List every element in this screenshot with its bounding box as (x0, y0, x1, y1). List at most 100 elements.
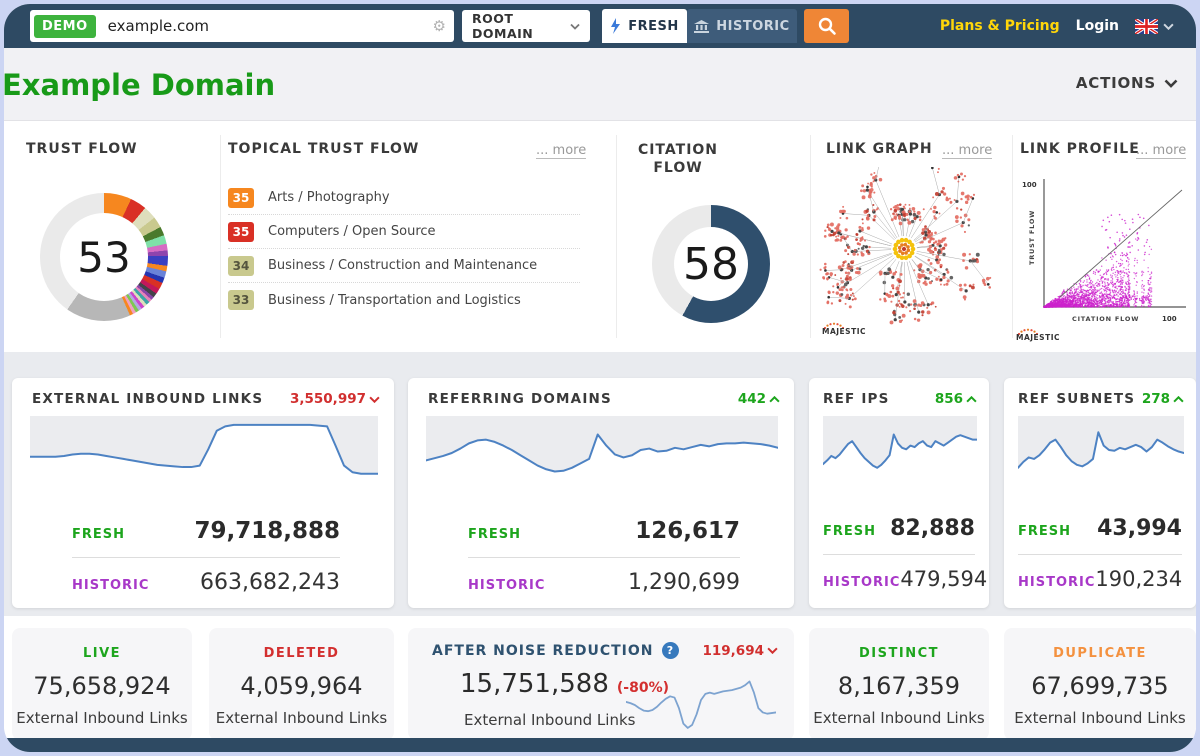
anr-percent: (-80%) (616, 680, 669, 696)
bank-icon (694, 19, 710, 33)
domain-search-field[interactable]: DEMO example.com ⚙ (30, 10, 454, 42)
tile-value: 8,167,359 (837, 672, 961, 700)
topic-score-badge: 35 (228, 187, 254, 208)
topical-more-link[interactable]: ... more (536, 143, 587, 159)
card-title: REF IPS (823, 391, 890, 407)
fresh-label: FRESH (72, 527, 126, 542)
plans-pricing-link[interactable]: Plans & Pricing (939, 18, 1060, 34)
tile-distinct: DISTINCT 8,167,359 External Inbound Link… (809, 628, 989, 740)
delta-value[interactable]: 119,694 (703, 643, 779, 659)
chevron-icon (966, 395, 977, 402)
card-external-inbound-links: EXTERNAL INBOUND LINKS 3,550,997 FRESH 79… (12, 378, 394, 608)
lightning-bolt-icon (611, 18, 621, 34)
divider (1012, 135, 1013, 338)
chevron-icon (769, 395, 780, 402)
anr-title: AFTER NOISE REDUCTION (432, 642, 654, 659)
historic-label: HISTORIC (72, 578, 150, 593)
divider (468, 557, 740, 558)
topical-trust-flow-list: 35 Arts / Photography 35 Computers / Ope… (228, 181, 580, 317)
page-header: Example Domain ACTIONS (4, 48, 1196, 120)
fresh-value: 79,718,888 (194, 518, 340, 544)
historic-label: HISTORIC (468, 578, 546, 593)
trust-flow-score: 53 (77, 232, 131, 282)
topical-row[interactable]: 33 Business / Transportation and Logisti… (228, 283, 580, 317)
anr-value: 15,751,588 (460, 669, 609, 699)
card-referring-domains: REFERRING DOMAINS 442 FRESH 126,617 HISTO… (408, 378, 794, 608)
sparkline-chart (426, 416, 778, 490)
svg-text:CITATION FLOW: CITATION FLOW (1072, 315, 1139, 323)
delta-value[interactable]: 3,550,997 (290, 391, 380, 407)
tile-caption: External Inbound Links (813, 709, 985, 727)
tab-fresh[interactable]: FRESH (602, 9, 687, 43)
topic-score-badge: 34 (228, 255, 254, 276)
root-domain-dropdown[interactable]: ROOT DOMAIN (462, 10, 590, 42)
tile-live: LIVE 75,658,924 External Inbound Links (12, 628, 192, 740)
historic-label: HISTORIC (823, 575, 901, 590)
majestic-app-window: DEMO example.com ⚙ ROOT DOMAIN FRESH HIS… (4, 4, 1196, 752)
top-navigation-bar: DEMO example.com ⚙ ROOT DOMAIN FRESH HIS… (4, 4, 1196, 48)
delta-value[interactable]: 856 (935, 391, 977, 407)
divider (220, 135, 221, 338)
historic-label: HISTORIC (1018, 575, 1096, 590)
sparkline-chart (626, 674, 776, 736)
card-ref-ips: REF IPS 856 FRESH 82,888 HISTORIC 479,594 (809, 378, 989, 608)
trust-flow-title: TRUST FLOW (26, 141, 138, 157)
tile-caption: External Inbound Links (464, 711, 636, 729)
tile-label: DUPLICATE (1053, 646, 1147, 661)
actions-button[interactable]: ACTIONS (1076, 74, 1178, 92)
link-graph-more-link[interactable]: ... more (942, 143, 993, 159)
flow-metrics-panel: TRUST FLOW 53 TOPICAL TRUST FLOW ... mor… (4, 120, 1196, 352)
chevron-down-icon (1163, 23, 1174, 30)
card-title: EXTERNAL INBOUND LINKS (32, 391, 264, 407)
link-graph-visualization[interactable]: MAJESTIC (814, 167, 994, 343)
fresh-label: FRESH (468, 527, 522, 542)
login-link[interactable]: Login (1075, 18, 1119, 34)
help-icon[interactable]: ? (661, 642, 679, 659)
sparkline-chart (30, 416, 378, 490)
language-selector[interactable] (1135, 18, 1174, 34)
tile-label: DELETED (263, 646, 340, 661)
link-profile-title: LINK PROFILE (1020, 141, 1140, 157)
sparkline-chart (823, 416, 977, 490)
topic-score-badge: 35 (228, 221, 254, 242)
topic-score-badge: 33 (228, 290, 254, 310)
link-profile-scatter-plot[interactable]: 100 100 CITATION FLOW TRUST FLOW MAJESTIC (1010, 165, 1196, 347)
fresh-label: FRESH (1018, 524, 1072, 539)
chevron-down-icon (1164, 79, 1178, 88)
topical-trust-flow-title: TOPICAL TRUST FLOW (228, 141, 420, 157)
tile-value: 67,699,735 (1031, 672, 1169, 700)
topical-row[interactable]: 34 Business / Construction and Maintenan… (228, 249, 580, 283)
link-profile-more-link[interactable]: ... more (1136, 143, 1187, 159)
topical-row[interactable]: 35 Computers / Open Source (228, 215, 580, 249)
tile-after-noise-reduction: AFTER NOISE REDUCTION ? 119,694 15,751,5… (408, 628, 794, 740)
delta-value[interactable]: 278 (1142, 391, 1184, 407)
tile-caption: External Inbound Links (1014, 709, 1186, 727)
tile-deleted: DELETED 4,059,964 External Inbound Links (209, 628, 394, 740)
tile-label: LIVE (82, 646, 122, 661)
demo-badge: DEMO (34, 14, 96, 38)
tab-historic-label: HISTORIC (716, 18, 790, 34)
search-button[interactable] (804, 9, 849, 43)
svg-text:TRUST FLOW: TRUST FLOW (1028, 210, 1036, 265)
card-ref-subnets: REF SUBNETS 278 FRESH 43,994 HISTORIC 190,… (1004, 378, 1196, 608)
svg-text:MAJESTIC: MAJESTIC (1016, 333, 1060, 342)
citation-flow-title: CITATION FLOW (637, 142, 719, 177)
card-title: REFERRING DOMAINS (428, 391, 612, 407)
svg-text:100: 100 (1162, 315, 1177, 323)
delta-value[interactable]: 442 (738, 391, 780, 407)
topical-row[interactable]: 35 Arts / Photography (228, 181, 580, 215)
tab-historic[interactable]: HISTORIC (687, 9, 797, 43)
historic-value: 663,682,243 (200, 570, 340, 595)
divider (810, 135, 811, 338)
fresh-value: 126,617 (635, 518, 740, 544)
tile-caption: External Inbound Links (16, 709, 188, 727)
historic-value: 190,234 (1095, 567, 1183, 591)
tab-fresh-label: FRESH (628, 18, 679, 34)
gear-icon[interactable]: ⚙ (432, 17, 446, 35)
chevron-icon (369, 396, 380, 403)
tile-duplicate: DUPLICATE 67,699,735 External Inbound Li… (1004, 628, 1196, 740)
search-input[interactable]: example.com (107, 17, 210, 35)
divider (1018, 554, 1182, 555)
historic-value: 479,594 (900, 567, 988, 591)
fresh-value: 82,888 (890, 516, 975, 541)
